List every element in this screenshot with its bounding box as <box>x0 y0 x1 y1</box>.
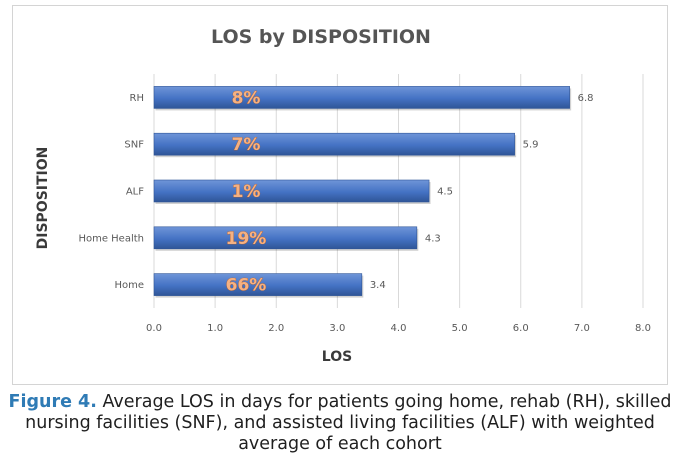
x-tick-label: 0.0 <box>146 323 162 334</box>
x-tick-label: 8.0 <box>635 323 651 334</box>
value-label: 4.3 <box>425 233 441 244</box>
bar-snf <box>153 132 515 156</box>
category-label: Home Health <box>78 233 144 244</box>
caption-text: Average LOS in days for patients going h… <box>25 392 672 454</box>
percent-label: 66% <box>226 276 267 296</box>
x-axis-ticks: 0.0 1.0 2.0 3.0 4.0 5.0 6.0 7.0 8.0 <box>146 323 651 334</box>
bar-home-health <box>153 226 418 250</box>
x-tick-label: 5.0 <box>452 323 468 334</box>
value-label: 4.5 <box>437 187 453 198</box>
value-label: 5.9 <box>523 140 539 151</box>
bar-alf <box>153 179 430 203</box>
percent-label: 1% <box>232 182 261 202</box>
x-tick-label: 4.0 <box>391 323 407 334</box>
chart-title: LOS by DISPOSITION <box>211 26 431 48</box>
x-axis-title: LOS <box>322 349 352 365</box>
bar-chart: LOS by DISPOSITION LOS DISPOSITION 0.0 1.… <box>35 26 651 365</box>
category-label: Home <box>114 280 144 291</box>
category-label: SNF <box>124 140 144 151</box>
value-label: 3.4 <box>370 280 386 291</box>
chart-frame: LOS by DISPOSITION LOS DISPOSITION 0.0 1.… <box>12 5 668 385</box>
percent-label: 8% <box>232 88 261 108</box>
figure-label: Figure 4. <box>8 392 97 412</box>
bar-home <box>153 273 363 296</box>
percent-label: 7% <box>232 135 261 155</box>
x-tick-label: 1.0 <box>207 323 223 334</box>
bars: RH 6.8 8% SNF 5.9 7% ALF 4.5 1% Home Health 4.3 19%… <box>78 86 594 298</box>
bar-rh <box>153 86 570 109</box>
x-tick-label: 7.0 <box>574 323 590 334</box>
x-tick-label: 6.0 <box>513 323 529 334</box>
category-label: RH <box>130 93 144 104</box>
figure-caption: Figure 4. Average LOS in days for patien… <box>0 392 680 455</box>
x-tick-label: 3.0 <box>329 323 345 334</box>
category-label: ALF <box>126 187 144 198</box>
value-label: 6.8 <box>578 93 594 104</box>
y-axis-title: DISPOSITION <box>35 147 51 250</box>
x-tick-label: 2.0 <box>268 323 284 334</box>
percent-label: 19% <box>226 229 267 249</box>
